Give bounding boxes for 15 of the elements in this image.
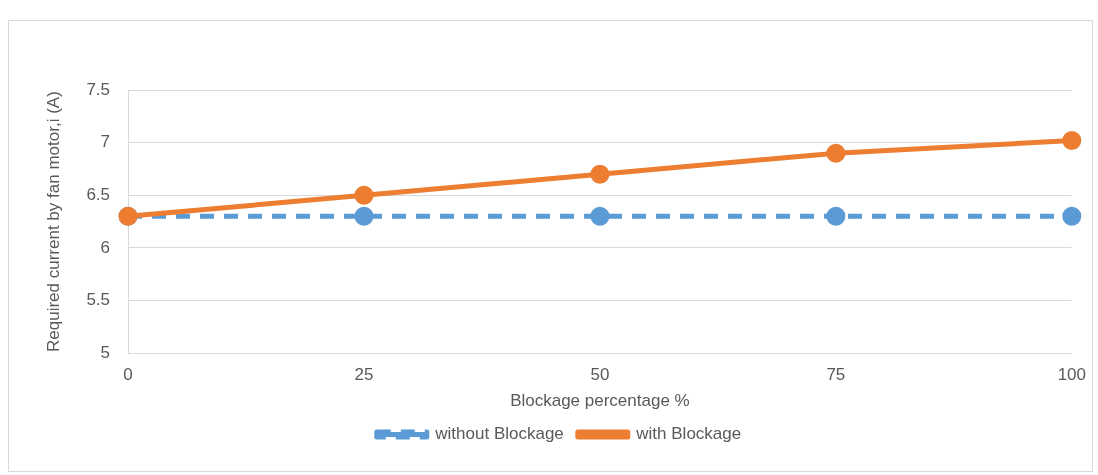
y-tick-label: 6.5 (86, 184, 111, 204)
x-tick-label: 50 (590, 365, 610, 385)
x-tick-label: 75 (826, 365, 846, 385)
y-tick-label: 6 (100, 237, 111, 257)
y-tick-label: 7 (100, 132, 111, 152)
y-tick-label: 7.5 (86, 79, 111, 99)
x-tick-label: 100 (1057, 365, 1087, 385)
x-tick-label: 25 (354, 365, 374, 385)
x-tick-label: 0 (123, 365, 133, 385)
legend-label: without Blockage (434, 424, 564, 444)
legend-label: with Blockage (635, 424, 742, 444)
y-tick-label: 5 (100, 342, 111, 362)
y-axis-title: Required current by fan motor,i (A) (43, 91, 63, 352)
x-axis-title: Blockage percentage % (510, 391, 690, 411)
y-tick-label: 5.5 (86, 290, 111, 310)
